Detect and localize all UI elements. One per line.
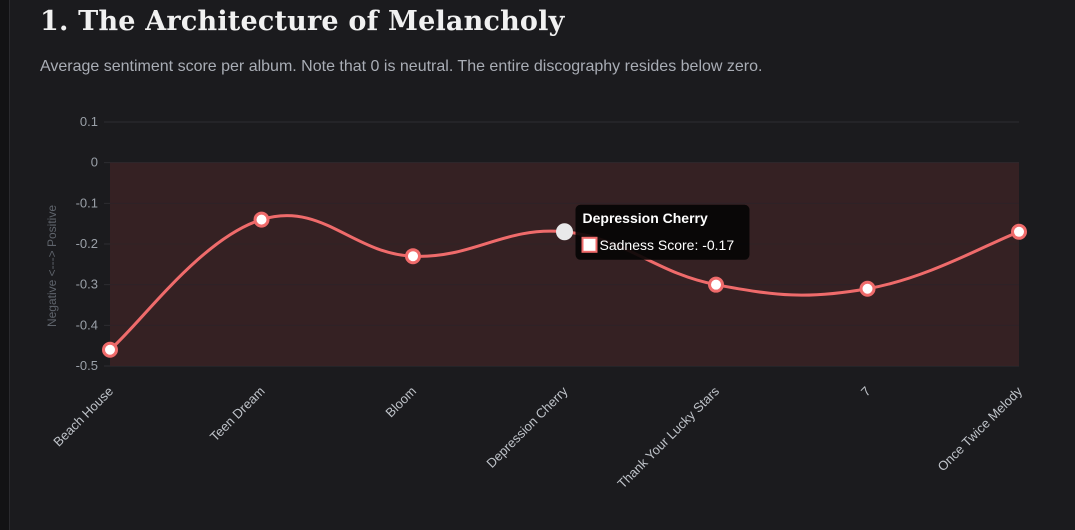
x-tick-label: 7: [858, 384, 874, 400]
chart-subtitle: Average sentiment score per album. Note …: [40, 58, 763, 75]
y-tick-label: -0.5: [76, 358, 98, 373]
x-tick-label: Once Twice Melody: [934, 383, 1025, 474]
y-tick-label: 0: [91, 155, 98, 170]
tooltip-label: Sadness Score: -0.17: [600, 237, 735, 253]
x-tick-label: Bloom: [382, 384, 419, 421]
data-point[interactable]: [253, 211, 270, 228]
y-axis-label: Negative <---> Positive: [45, 205, 59, 327]
data-point[interactable]: [405, 248, 421, 265]
y-tick-label: -0.4: [76, 317, 98, 332]
data-point[interactable]: [859, 280, 876, 297]
tooltip-box: [575, 204, 750, 260]
y-tick-label: 0.1: [80, 114, 98, 129]
x-tick-label: Thank Your Lucky Stars: [614, 383, 722, 491]
negative-region: [110, 162, 1019, 366]
x-tick-label: Depression Cherry: [483, 383, 571, 471]
tooltip-title: Depression Cherry: [583, 210, 708, 226]
y-tick-label: -0.1: [76, 195, 98, 210]
data-point[interactable]: [1011, 223, 1027, 240]
y-tick-label: -0.3: [76, 277, 98, 292]
data-point[interactable]: [556, 223, 573, 241]
x-tick-label: Teen Dream: [207, 384, 268, 445]
y-tick-label: -0.2: [76, 236, 98, 251]
data-point[interactable]: [708, 276, 724, 293]
tooltip-swatch: [581, 236, 598, 253]
chart-title: 1. The Architecture of Melancholy: [40, 6, 565, 37]
x-tick-label: Beach House: [50, 384, 116, 450]
data-point[interactable]: [102, 341, 118, 358]
